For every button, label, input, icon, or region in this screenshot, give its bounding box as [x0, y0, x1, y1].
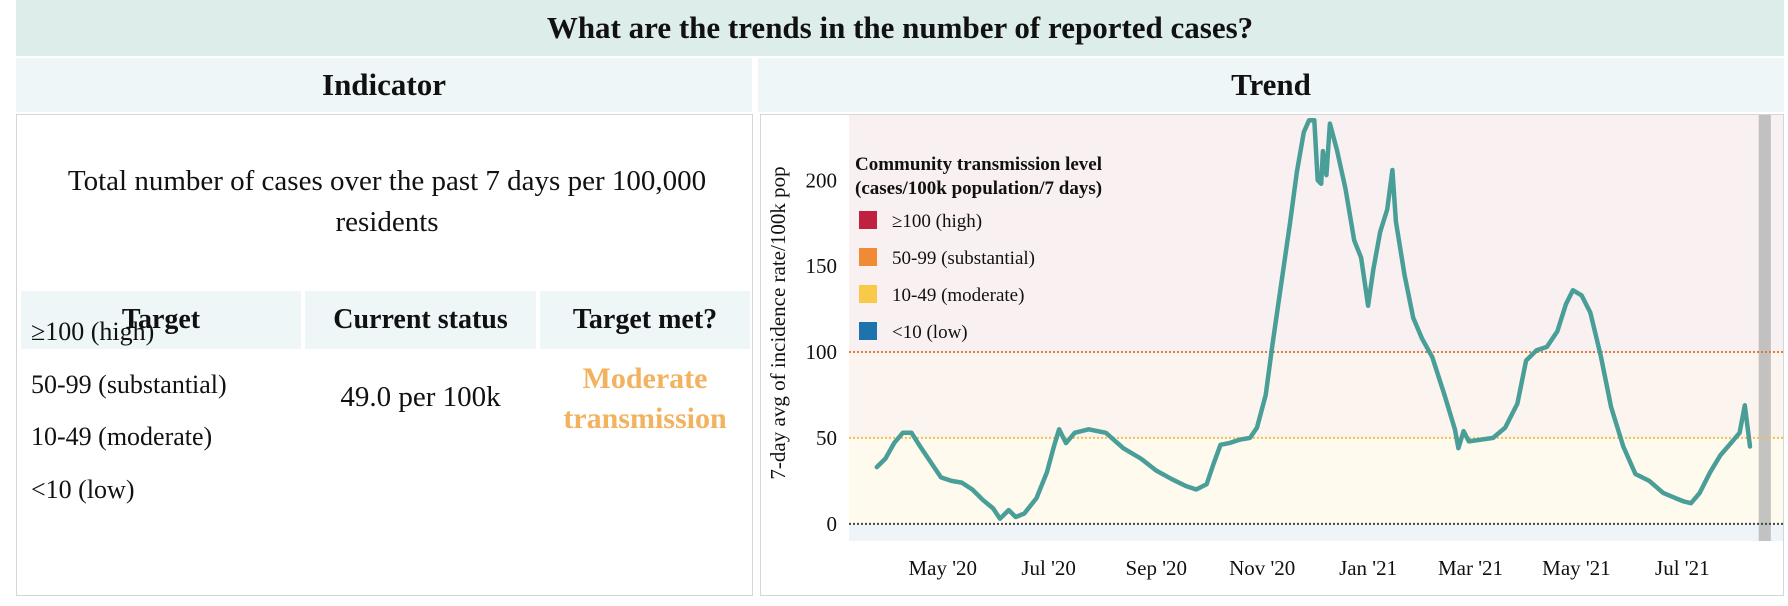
- y-tick-label: 50: [816, 426, 837, 450]
- y-tick-label: 0: [827, 512, 838, 536]
- level-high: ≥100 (high): [31, 317, 155, 346]
- trend-column-header: Trend: [758, 58, 1784, 112]
- target-met-header: Target met?: [540, 291, 750, 349]
- level-low: <10 (low): [31, 475, 135, 504]
- series-line-0: [874, 117, 1753, 521]
- x-tick-label: May '20: [908, 556, 977, 580]
- y-tick-label: 100: [806, 340, 838, 364]
- x-tick-label: May '21: [1542, 556, 1611, 580]
- legend-item-label: 50-99 (substantial): [892, 248, 1035, 269]
- y-axis-title: 7-day avg of incidence rate/100k pop: [766, 166, 790, 479]
- low-zone-bg: [849, 523, 1783, 541]
- legend-item-label: ≥100 (high): [892, 211, 982, 232]
- trend-panel: 0 50 100 150 200 May '20 Jul '20 Sep '20 Nov '20…: [760, 114, 1784, 596]
- target-met-line1: Moderate: [582, 362, 708, 395]
- x-tick-label: Jul '21: [1655, 556, 1710, 580]
- moderate-zone-bg: [849, 437, 1783, 524]
- indicator-description: Total number of cases over the past 7 da…: [67, 165, 707, 238]
- current-status-header: Current status: [305, 291, 536, 349]
- legend-swatch: [859, 322, 877, 340]
- level-substantial: 50-99 (substantial): [31, 370, 227, 399]
- legend-swatch: [859, 211, 877, 229]
- indicator-column-header: Indicator: [16, 58, 752, 112]
- x-tick-label: Nov '20: [1229, 556, 1295, 580]
- legend-item-label: 10-49 (moderate): [892, 285, 1024, 306]
- page-title: What are the trends in the number of rep…: [16, 0, 1784, 56]
- substantial-zone-bg: [849, 352, 1783, 438]
- legend-item-label: <10 (low): [892, 322, 968, 343]
- level-moderate: 10-49 (moderate): [31, 422, 213, 451]
- x-tick-label: Sep '20: [1126, 556, 1188, 580]
- target-met-value: Moderate transmission: [540, 359, 750, 439]
- trend-chart: 0 50 100 150 200 May '20 Jul '20 Sep '20 Nov '20…: [766, 115, 1783, 580]
- legend-swatch: [859, 248, 877, 266]
- target-header: Target: [21, 291, 301, 349]
- indicator-panel: Total number of cases over the past 7 da…: [16, 114, 753, 596]
- legend-swatch: [859, 285, 877, 303]
- y-tick-label: 150: [806, 254, 838, 278]
- target-met-line2: transmission: [563, 402, 727, 435]
- y-tick-label: 200: [806, 168, 838, 192]
- legend-title-line2: (cases/100k population/7 days): [855, 178, 1102, 199]
- legend-title-line1: Community transmission level: [855, 154, 1102, 175]
- x-tick-label: Mar '21: [1438, 556, 1503, 580]
- current-status-value: 49.0 per 100k: [340, 381, 501, 413]
- x-tick-label: Jan '21: [1339, 556, 1397, 580]
- x-tick-label: Jul '20: [1021, 556, 1076, 580]
- recent-period-band: [1758, 115, 1771, 541]
